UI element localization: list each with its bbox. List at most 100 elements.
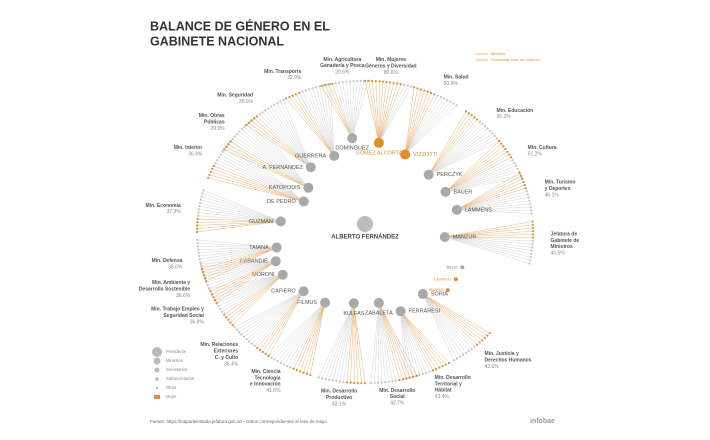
official-dot: [196, 214, 200, 217]
official-dot: [261, 111, 264, 114]
minister-node: [305, 162, 316, 173]
fan-line: [400, 311, 443, 367]
official-dot: [527, 196, 530, 199]
fan-line: [428, 119, 478, 175]
ministry-percent: 35.2%: [497, 114, 512, 120]
official-dot: [389, 81, 392, 84]
fan-line: [377, 302, 380, 383]
ministry-name: Min. Justicia y: [485, 351, 519, 357]
minister-node: [348, 298, 359, 309]
ministry-name: Min. Educación: [497, 108, 534, 114]
official-dot: [255, 115, 258, 118]
ministry-percent: 38.6%: [168, 264, 183, 270]
fan-line: [197, 221, 281, 230]
fan-line: [218, 274, 283, 307]
official-dot: [461, 353, 465, 356]
minister-node: [275, 216, 286, 227]
fan-line: [444, 221, 533, 238]
fan-line: [422, 293, 478, 345]
fan-line: [404, 94, 435, 155]
official-dot: [465, 110, 468, 113]
fan-line: [444, 224, 533, 238]
fan-line: [404, 103, 454, 155]
fan-line: [197, 221, 281, 223]
fan-line: [400, 311, 413, 378]
ministry-name: Social: [390, 394, 405, 400]
official-dot: [495, 137, 499, 140]
fan-line: [206, 247, 277, 282]
fan-line: [428, 121, 481, 175]
official-dot: [478, 120, 482, 123]
official-dot: [530, 209, 533, 212]
ministry-name: Min. Transporte: [264, 69, 301, 75]
fan-line: [226, 274, 283, 318]
minister-name: CABANDIÉ: [240, 258, 268, 265]
other-name: CERRUTI: [434, 277, 451, 281]
official-dot: [198, 205, 201, 208]
fan-line: [246, 291, 304, 340]
other-name: BELIZ: [447, 265, 458, 269]
official-dot: [531, 236, 534, 239]
official-dot: [488, 332, 491, 335]
minister-name: DOMINGUEZ: [335, 146, 369, 152]
official-dot: [267, 107, 270, 110]
official-dot: [367, 79, 370, 82]
fan-line: [202, 247, 277, 273]
fan-line: [248, 122, 311, 168]
fan-line: [197, 215, 281, 222]
fan-line: [197, 242, 277, 248]
official-dot: [406, 84, 409, 87]
official-dot: [511, 159, 514, 162]
official-dot: [196, 242, 199, 245]
fan-line: [331, 83, 353, 139]
fan-line: [290, 302, 326, 368]
ministry-name: Tecnología: [255, 375, 281, 381]
ministry-name: Exteriores: [214, 349, 239, 355]
official-dot: [216, 159, 219, 162]
fan-line: [422, 293, 455, 361]
fan-line: [378, 84, 402, 143]
fan-line: [378, 302, 411, 378]
official-dot: [528, 199, 531, 202]
fan-line: [249, 122, 309, 188]
fan-line: [228, 143, 304, 202]
official-dot: [245, 338, 248, 341]
legend-label: Subsecretarios: [166, 376, 194, 381]
official-dot: [500, 142, 503, 145]
fan-line: [378, 84, 405, 143]
official-dot: [446, 99, 449, 102]
fan-line: [332, 303, 355, 381]
official-dot: [449, 100, 452, 103]
fan-line: [204, 247, 277, 279]
official-dot: [476, 118, 479, 121]
official-dot: [321, 84, 325, 87]
fan-line: [445, 177, 522, 193]
official-dot: [398, 378, 401, 382]
fan-line: [364, 80, 380, 143]
official-dot: [200, 264, 203, 267]
fan-line: [353, 303, 366, 384]
official-dot: [516, 167, 519, 170]
fan-line: [428, 111, 467, 175]
official-dot: [229, 321, 232, 324]
ministry-percent: 36.4%: [188, 151, 203, 157]
official-dot: [227, 143, 230, 146]
official-dot: [219, 307, 222, 311]
minister-node: [298, 196, 309, 207]
official-dot: [376, 381, 380, 384]
minister-node: [451, 204, 462, 215]
official-dot: [464, 351, 468, 354]
official-dot: [353, 381, 356, 384]
official-dot: [470, 347, 473, 350]
fan-line: [256, 116, 312, 168]
official-dot: [504, 147, 507, 151]
fan-line: [200, 247, 277, 263]
official-dot: [348, 80, 352, 83]
minister-name: ZABALETA: [365, 310, 393, 316]
fan-line: [241, 291, 304, 335]
minister-node: [329, 150, 340, 161]
fan-line: [197, 218, 281, 222]
fan-line: [322, 85, 335, 156]
official-dot: [531, 230, 535, 233]
fan-line: [351, 81, 354, 139]
